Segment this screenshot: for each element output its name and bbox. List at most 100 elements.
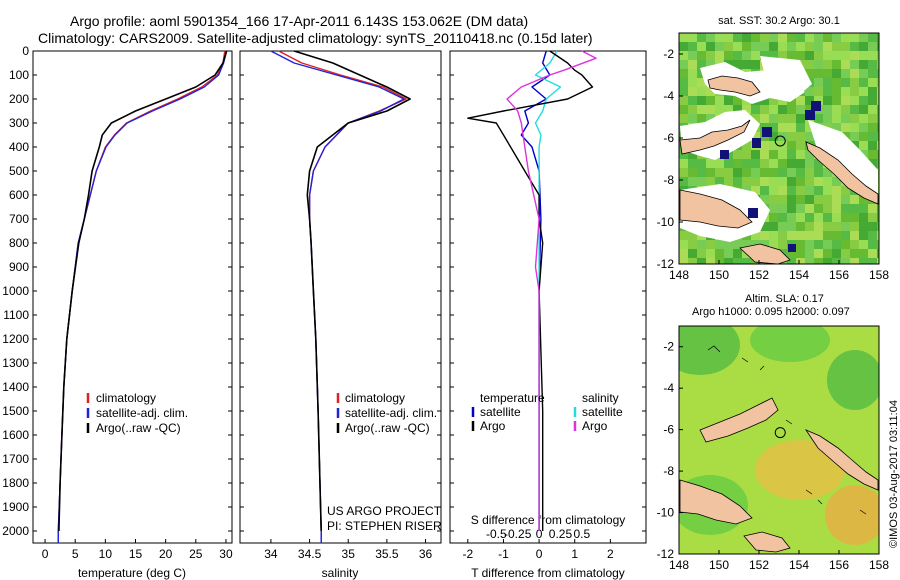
y-tick-label: 1600 <box>2 428 29 442</box>
y-tick-label: 1800 <box>2 476 29 490</box>
sst-cell <box>706 60 715 69</box>
sst-cell <box>859 249 868 258</box>
sst-cell <box>679 78 688 87</box>
sst-cell <box>769 132 778 141</box>
sst-cell <box>805 249 814 258</box>
sst-cell <box>877 78 879 87</box>
sst-cell <box>859 33 868 42</box>
sst-cell <box>823 105 832 114</box>
sst-cell <box>823 258 832 264</box>
sst-cell <box>814 159 823 168</box>
sst-cell <box>877 132 879 141</box>
sst-cell <box>733 240 742 249</box>
sst-cell <box>787 141 796 150</box>
sst-cell <box>823 33 832 42</box>
map-x-tick-label: 152 <box>749 268 769 282</box>
sst-cell <box>742 240 751 249</box>
sst-cell <box>715 177 724 186</box>
sst-cell <box>796 249 805 258</box>
sst-land <box>679 189 753 229</box>
sst-cell <box>697 114 706 123</box>
map-x-tick-label: 158 <box>869 558 889 572</box>
sst-cell <box>787 249 796 258</box>
sst-cell <box>688 87 697 96</box>
sst-cell <box>841 249 850 258</box>
sst-cell <box>850 195 859 204</box>
sst-cell <box>805 177 814 186</box>
sst-cell <box>733 33 742 42</box>
sst-cell <box>850 132 859 141</box>
sst-cell <box>850 240 859 249</box>
sst-cell <box>679 231 688 240</box>
sst-cell <box>724 51 733 60</box>
sst-cell <box>814 69 823 78</box>
sst-land <box>739 243 791 264</box>
sst-cell <box>778 186 787 195</box>
map-y-tick-label: -8 <box>663 464 674 478</box>
title-line-2: Climatology: CARS2009. Satellite-adjuste… <box>38 30 593 46</box>
sst-cell <box>805 96 814 105</box>
sst-cell <box>832 249 841 258</box>
sst-cell <box>760 177 769 186</box>
sst-cell <box>769 114 778 123</box>
sst-cell <box>796 114 805 123</box>
sst-cell <box>832 231 841 240</box>
sst-cell <box>823 213 832 222</box>
sst-cell <box>805 195 814 204</box>
sst-cell <box>679 150 688 159</box>
sst-cell <box>760 222 769 231</box>
sst-cell <box>814 42 823 51</box>
sst-cell <box>814 51 823 60</box>
sst-cell <box>706 114 715 123</box>
sst-cell <box>778 204 787 213</box>
sst-cell <box>868 132 877 141</box>
sst-cell <box>850 258 859 264</box>
sst-cell <box>868 42 877 51</box>
sla-low-region <box>827 350 879 410</box>
sst-cell <box>832 69 841 78</box>
sst-cell <box>814 60 823 69</box>
sst-cell <box>742 258 751 264</box>
x-tick-label: 10 <box>99 547 113 561</box>
x-tick-label: -2 <box>462 547 473 561</box>
sla-low-region <box>750 326 830 362</box>
sst-cell <box>679 249 688 258</box>
sst-cell <box>859 141 868 150</box>
sst-cell <box>796 159 805 168</box>
x-tick-label: 30 <box>219 547 233 561</box>
sst-cell <box>787 105 796 114</box>
sst-cell <box>859 42 868 51</box>
sst-cell <box>823 249 832 258</box>
sst-cell <box>724 159 733 168</box>
legend-temperature-heading: temperature <box>480 391 545 405</box>
salinity-legend: climatology satellite-adj. clim. Argo(..… <box>336 391 437 435</box>
sst-cell <box>733 258 742 264</box>
sst-cell <box>868 240 877 249</box>
sst-cell <box>760 231 769 240</box>
argo-location-marker <box>774 427 786 439</box>
legend-sal-satellite-label: satellite <box>582 405 623 419</box>
map-x-tick-label: 152 <box>749 558 769 572</box>
sst-cell <box>787 177 796 186</box>
sst-cell <box>778 123 787 132</box>
sst-cell <box>751 177 760 186</box>
argo-location-marker <box>774 135 786 147</box>
sst-cell <box>787 168 796 177</box>
sst-cell <box>877 69 879 78</box>
sst-cell <box>724 258 733 264</box>
sst-cell <box>796 33 805 42</box>
sst-cell <box>868 114 877 123</box>
sst-cell <box>841 114 850 123</box>
sst-cell <box>688 168 697 177</box>
sst-cell <box>805 168 814 177</box>
legend-temp-argo-label: Argo <box>480 419 506 433</box>
pi-annotation: PI: STEPHEN RISER <box>327 519 442 533</box>
y-tick-label: 100 <box>9 68 29 82</box>
map-y-tick-label: -4 <box>663 381 674 395</box>
sst-cell <box>823 114 832 123</box>
map-y-tick-label: -12 <box>657 257 675 271</box>
sst-cell <box>859 231 868 240</box>
sst-cell <box>679 258 688 264</box>
sst-cell <box>724 33 733 42</box>
series-line-climatology <box>278 50 407 543</box>
